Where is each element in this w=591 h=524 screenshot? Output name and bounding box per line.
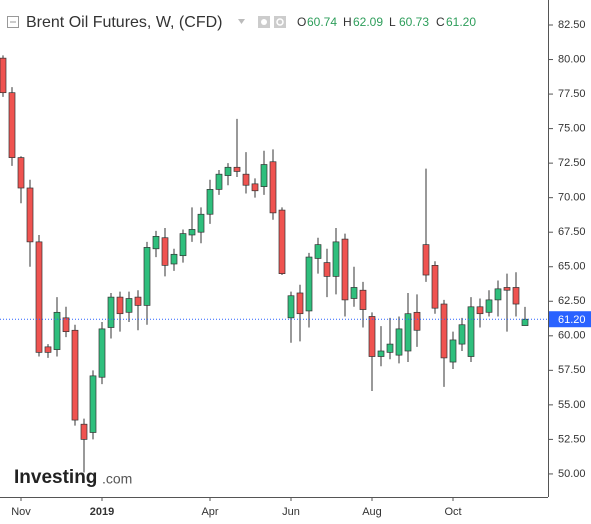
candle-body (251, 183, 259, 192)
ohlc-key: O (297, 15, 306, 29)
candle-body (80, 423, 88, 440)
x-tick-label: Oct (444, 506, 461, 518)
candle-body (35, 241, 43, 353)
y-tick-label: 55.00 (558, 399, 586, 411)
candle-body (107, 296, 115, 328)
candle-body (296, 292, 304, 315)
ohlc-key: H (343, 15, 352, 29)
candle-body (152, 235, 160, 250)
candle-body (179, 233, 187, 257)
candle-body (242, 173, 250, 186)
y-tick-label: 60.00 (558, 330, 586, 342)
logo: Investing (14, 467, 97, 488)
ohlc-value: 60.73 (399, 15, 429, 29)
candle-body (440, 303, 448, 359)
candle-body (197, 213, 205, 233)
candle-body (269, 161, 277, 214)
settings-icon-gear (276, 18, 284, 26)
chart-title: Brent Oil Futures, W, (CFD) (26, 14, 222, 31)
candle-body (404, 313, 412, 352)
candle-body (224, 166, 232, 176)
ohlc-key: C (436, 15, 445, 29)
candle-body (332, 241, 340, 277)
candle-body (359, 289, 367, 310)
x-tick-label: Apr (201, 506, 218, 518)
candle-body (485, 299, 493, 313)
y-tick-label: 70.00 (558, 192, 586, 204)
candle-body (494, 288, 502, 301)
dropdown-icon[interactable] (238, 19, 245, 24)
x-tick-label: Nov (11, 506, 31, 518)
ohlc-value: 61.20 (446, 15, 476, 29)
candle-body (125, 298, 133, 313)
candle-body (503, 287, 511, 291)
candle-body (170, 253, 178, 265)
candle-body (17, 157, 25, 189)
candle-body (206, 189, 214, 215)
candle-body (215, 173, 223, 190)
candle-body (476, 306, 484, 315)
y-tick-label: 57.50 (558, 364, 586, 376)
candle-body (458, 324, 466, 345)
candle-body (44, 346, 52, 353)
candle-body (341, 238, 349, 301)
candle-body (26, 187, 34, 243)
y-tick-label: 77.50 (558, 88, 586, 100)
candle-body (377, 350, 385, 357)
x-tick-label: Aug (362, 506, 382, 518)
candle-body (71, 329, 79, 421)
y-tick-label: 50.00 (558, 468, 586, 480)
candle-body (53, 311, 61, 350)
last-price-box (549, 311, 591, 328)
candle-body (449, 339, 457, 363)
x-tick-label: Jun (282, 506, 300, 518)
candle-body (8, 92, 16, 158)
candle-body (116, 296, 124, 315)
candle-body (134, 296, 142, 306)
candle-body (89, 375, 97, 433)
candle-body (287, 295, 295, 319)
candle-body (260, 164, 268, 187)
y-tick-label: 75.00 (558, 123, 586, 135)
candle-body (278, 209, 286, 274)
candle-body (323, 262, 331, 277)
candle-body (386, 343, 394, 353)
y-tick-label: 72.50 (558, 157, 586, 169)
y-tick-label: 67.50 (558, 226, 586, 238)
candle-body (521, 318, 529, 326)
candle-body (368, 316, 376, 357)
candle-body (305, 256, 313, 312)
candle-body (233, 166, 241, 172)
y-tick-label: 82.50 (558, 19, 586, 31)
candle-body (98, 328, 106, 378)
candle-body (161, 237, 169, 266)
y-tick-label: 65.00 (558, 261, 586, 273)
candle-body (467, 306, 475, 357)
last-price-label: 61.20 (558, 314, 586, 326)
candle-body (143, 247, 151, 306)
ohlc-value: 60.74 (307, 15, 337, 29)
candle-body (431, 265, 439, 309)
ohlc-value: 62.09 (353, 15, 383, 29)
candle-body (413, 311, 421, 331)
logo-suffix: .com (102, 471, 132, 487)
candle-body (512, 287, 520, 305)
candle-body (350, 287, 358, 299)
settings-icon[interactable] (274, 16, 286, 28)
y-tick-label: 62.50 (558, 295, 586, 307)
eye-icon-pupil (261, 19, 267, 25)
ohlc-key: L (389, 15, 396, 29)
candle-body (395, 328, 403, 356)
candle-body (314, 244, 322, 259)
candle-body (62, 317, 70, 333)
candle-body (422, 244, 430, 276)
candle-body (188, 229, 196, 236)
y-tick-label: 80.00 (558, 53, 586, 65)
candle-body (0, 57, 7, 94)
x-tick-label: 2019 (90, 506, 114, 518)
y-tick-label: 52.50 (558, 433, 586, 445)
